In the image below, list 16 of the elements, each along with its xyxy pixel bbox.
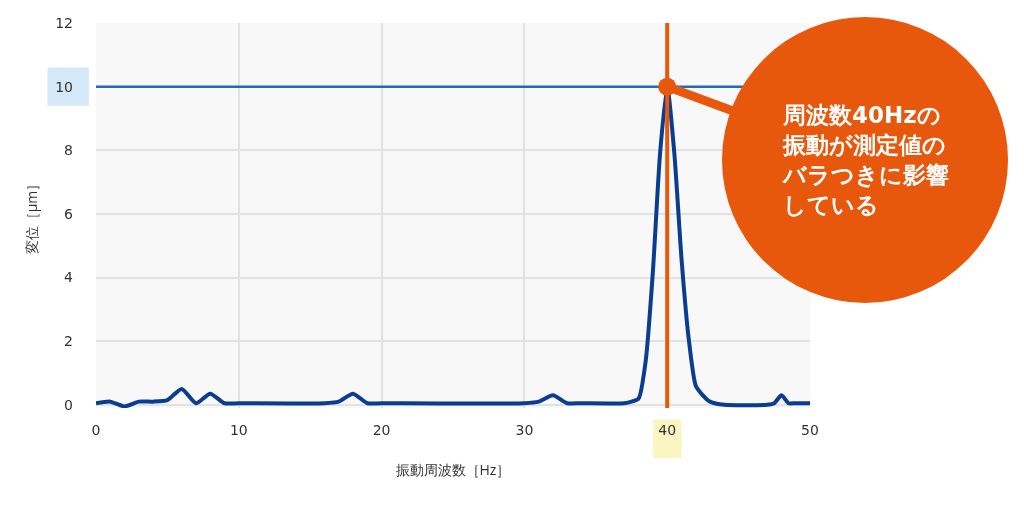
x-tick-label: 30 — [515, 422, 534, 438]
annotation: 周波数40Hzの振動が測定値のバラつきに影響している — [781, 102, 949, 218]
y-tick-label: 6 — [64, 205, 74, 222]
x-tick-label: 40 — [658, 422, 677, 438]
x-axis-title: 振動周波数［Hz］ — [395, 460, 511, 480]
y-tick-label: 10 — [55, 78, 73, 95]
y-tick-label: 0 — [64, 396, 73, 413]
x-tick-label: 10 — [229, 422, 248, 438]
y-tick-label: 4 — [64, 269, 74, 286]
x-tick-label: 50 — [801, 422, 819, 438]
y-tick-label: 8 — [64, 142, 73, 159]
y-tick-label: 12 — [55, 14, 73, 31]
y-axis-title: 変位［μm］ — [21, 176, 41, 255]
x-tick-label: 20 — [372, 422, 391, 438]
y-tick-label: 2 — [64, 333, 73, 350]
x-tick-label: 0 — [91, 422, 101, 438]
